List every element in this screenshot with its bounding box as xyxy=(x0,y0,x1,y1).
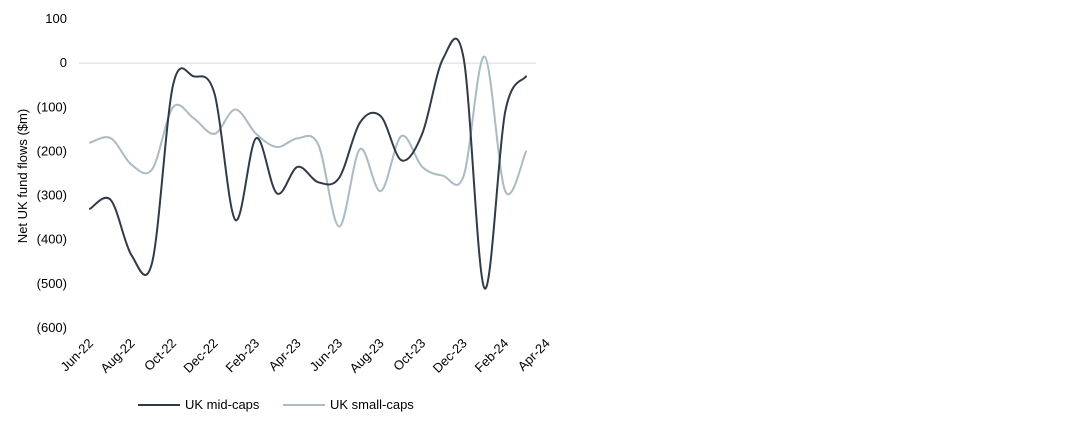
x-axis-ticks: Jun-22 Aug-22 Oct-22 Dec-22 Feb-23 Apr-23 Jun-… xyxy=(57,336,552,376)
y-tick-label: (200) xyxy=(37,143,67,158)
x-tick-label: Feb-23 xyxy=(222,336,262,376)
series-line-uk-small-caps xyxy=(89,55,527,228)
y-tick-label: (400) xyxy=(37,232,67,247)
x-tick-label: Jun-23 xyxy=(307,336,346,375)
x-tick-label: Aug-23 xyxy=(347,336,387,376)
y-axis-ticks: 100 0 (100) (200) (300) (400) (500) (600) xyxy=(37,11,67,335)
legend: UK mid-caps UK small-caps xyxy=(138,397,414,412)
x-tick-label: Dec-23 xyxy=(430,336,470,376)
x-tick-label: Aug-22 xyxy=(97,336,137,376)
x-tick-label: Oct-22 xyxy=(141,336,179,374)
y-tick-label: (600) xyxy=(37,320,67,335)
series-lines xyxy=(89,37,527,290)
y-tick-label: (100) xyxy=(37,99,67,114)
y-tick-label: 0 xyxy=(60,55,67,70)
x-tick-label: Apr-23 xyxy=(266,336,304,374)
y-axis-label: Net UK fund flows ($m) xyxy=(15,109,30,243)
legend-label: UK small-caps xyxy=(330,397,414,412)
x-tick-label: Jun-22 xyxy=(57,336,96,375)
y-tick-label: 100 xyxy=(45,11,67,26)
x-tick-label: Oct-23 xyxy=(390,336,428,374)
x-tick-label: Feb-24 xyxy=(472,336,512,376)
legend-label: UK mid-caps xyxy=(185,397,260,412)
x-tick-label: Apr-24 xyxy=(515,336,553,374)
y-tick-label: (300) xyxy=(37,188,67,203)
y-tick-label: (500) xyxy=(37,276,67,291)
series-line-uk-mid-caps xyxy=(89,37,527,290)
x-tick-label: Dec-22 xyxy=(180,336,220,376)
